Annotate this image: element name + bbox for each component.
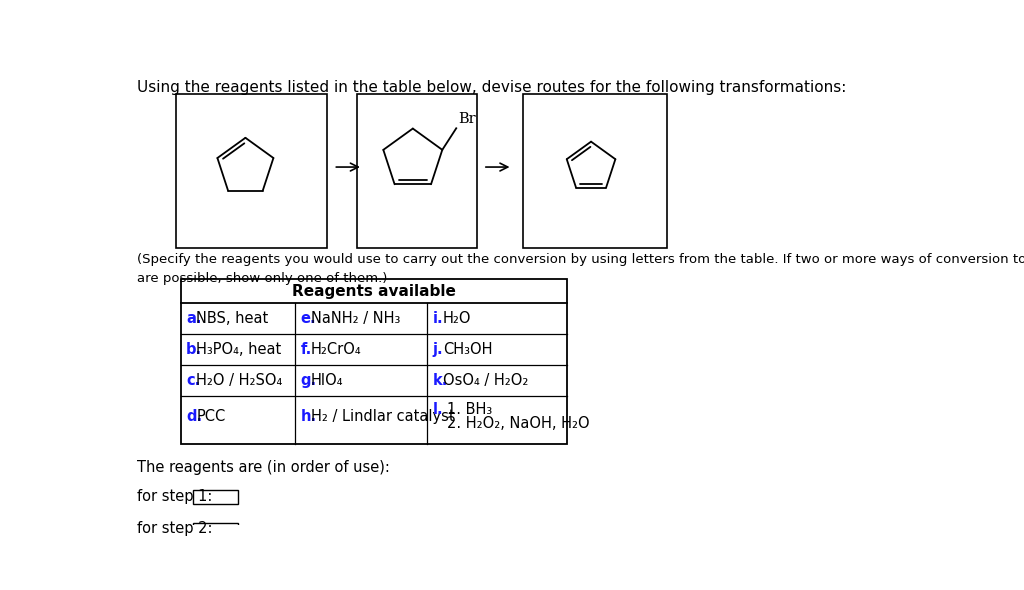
Text: h.: h. — [301, 409, 317, 424]
Text: e.: e. — [301, 312, 316, 326]
Text: j.: j. — [432, 342, 443, 357]
Bar — [194, 523, 238, 537]
Text: Reagents available: Reagents available — [292, 284, 456, 299]
Text: NaNH₂ / NH₃: NaNH₂ / NH₃ — [311, 312, 400, 326]
Bar — [176, 94, 328, 248]
Bar — [523, 94, 667, 248]
Text: b.: b. — [186, 342, 203, 357]
Text: for step 2:: for step 2: — [137, 521, 213, 536]
Text: d.: d. — [186, 409, 203, 424]
Text: for step 1:: for step 1: — [137, 489, 213, 504]
Text: i.: i. — [432, 312, 443, 326]
Text: Br: Br — [458, 112, 475, 126]
Text: l.: l. — [432, 402, 443, 418]
Text: OsO₄ / H₂O₂: OsO₄ / H₂O₂ — [442, 373, 528, 388]
Text: HIO₄: HIO₄ — [311, 373, 343, 388]
Text: 1. BH₃: 1. BH₃ — [446, 402, 492, 418]
Text: k.: k. — [432, 373, 447, 388]
Text: H₂CrO₄: H₂CrO₄ — [311, 342, 361, 357]
Text: H₂O / H₂SO₄: H₂O / H₂SO₄ — [197, 373, 283, 388]
Text: (Specify the reagents you would use to carry out the conversion by using letters: (Specify the reagents you would use to c… — [137, 253, 1024, 286]
Text: PCC: PCC — [197, 409, 225, 424]
Text: g.: g. — [301, 373, 317, 388]
Text: H₃PO₄, heat: H₃PO₄, heat — [197, 342, 282, 357]
Text: 2. H₂O₂, NaOH, H₂O: 2. H₂O₂, NaOH, H₂O — [446, 417, 589, 431]
Text: H₂ / Lindlar catalyst: H₂ / Lindlar catalyst — [311, 409, 455, 424]
Text: a.: a. — [186, 312, 202, 326]
Text: c.: c. — [186, 373, 201, 388]
Bar — [356, 94, 477, 248]
Text: Using the reagents listed in the table below, devise routes for the following tr: Using the reagents listed in the table b… — [137, 80, 847, 95]
Text: NBS, heat: NBS, heat — [197, 312, 268, 326]
Text: f.: f. — [301, 342, 312, 357]
Text: The reagents are (in order of use):: The reagents are (in order of use): — [137, 460, 390, 474]
Text: H₂O: H₂O — [442, 312, 471, 326]
Bar — [194, 490, 238, 504]
Text: CH₃OH: CH₃OH — [442, 342, 493, 357]
Bar — [180, 278, 566, 444]
